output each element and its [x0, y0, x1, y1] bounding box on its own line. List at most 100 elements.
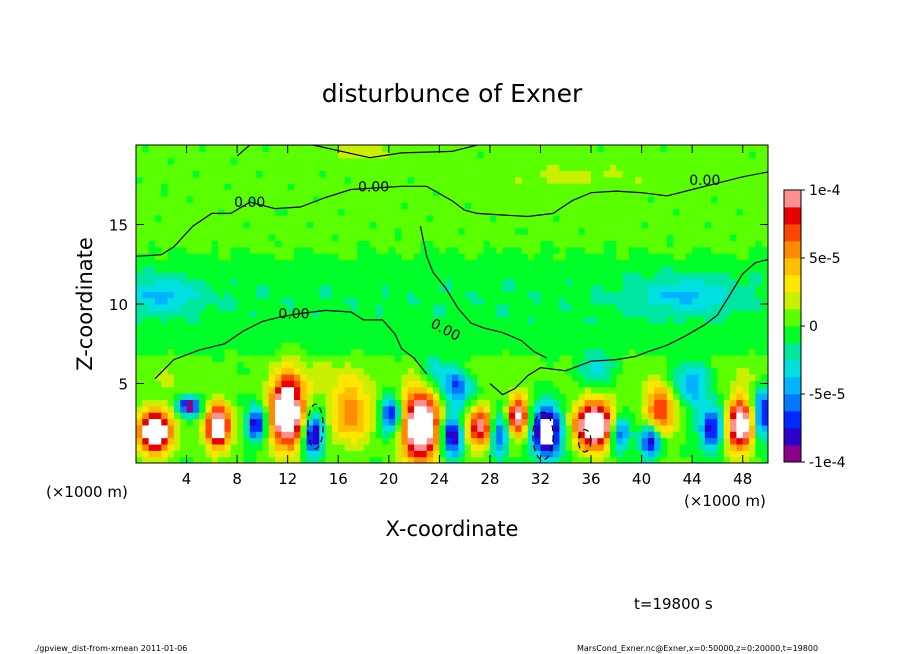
heatmap-cell: [654, 221, 662, 229]
heatmap-cell: [572, 418, 579, 426]
heatmap-cell: [458, 342, 466, 350]
heatmap-cell: [622, 399, 630, 407]
heatmap-cell: [445, 323, 453, 331]
heatmap-cell: [584, 278, 592, 286]
heatmap-cell: [136, 157, 143, 165]
heatmap-cell: [180, 361, 188, 369]
heatmap-cell: [331, 272, 339, 280]
heatmap-cell: [186, 386, 194, 394]
heatmap-cell: [401, 253, 409, 261]
heatmap-cell: [211, 418, 219, 426]
heatmap-cell: [211, 399, 219, 407]
heatmap-cell: [559, 418, 567, 426]
heatmap-cell: [211, 265, 219, 273]
heatmap-cell: [350, 323, 358, 331]
heatmap-cell: [306, 323, 314, 331]
heatmap-cell: [344, 227, 352, 235]
heatmap-cell: [749, 329, 756, 337]
heatmap-cell: [603, 145, 611, 152]
heatmap-cell: [704, 176, 712, 184]
heatmap-cell: [591, 335, 598, 343]
heatmap-cell: [470, 399, 478, 407]
heatmap-cell: [464, 246, 472, 254]
heatmap-cell: [685, 443, 693, 451]
heatmap-cell: [489, 393, 497, 400]
heatmap-cell: [407, 405, 415, 413]
heatmap-cell: [452, 176, 459, 184]
heatmap-cell: [338, 176, 346, 184]
heatmap-cell: [300, 253, 308, 261]
heatmap-cell: [489, 361, 497, 369]
heatmap-cell: [610, 183, 617, 191]
heatmap-cell: [319, 157, 327, 165]
heatmap-cell: [294, 278, 301, 286]
heatmap-cell: [553, 418, 561, 426]
heatmap-cell: [622, 418, 630, 426]
heatmap-cell: [439, 240, 447, 248]
heatmap-cell: [641, 412, 649, 420]
heatmap-cell: [723, 386, 731, 394]
heatmap-cell: [401, 265, 409, 273]
heatmap-cell: [249, 354, 257, 362]
heatmap-cell: [268, 234, 276, 241]
heatmap-cell: [395, 195, 403, 203]
heatmap-cell: [515, 164, 523, 172]
heatmap-cell: [262, 412, 270, 420]
heatmap-cell: [199, 424, 207, 432]
heatmap-cell: [673, 234, 681, 241]
heatmap-cell: [167, 380, 175, 388]
heatmap-cell: [515, 418, 523, 426]
heatmap-cell: [730, 176, 737, 184]
heatmap-cell: [698, 246, 706, 254]
heatmap-cell: [325, 284, 333, 292]
heatmap-cell: [350, 170, 358, 178]
heatmap-cell: [369, 393, 377, 400]
heatmap-cell: [180, 424, 188, 432]
heatmap-cell: [515, 272, 523, 280]
heatmap-cell: [205, 259, 213, 267]
heatmap-cell: [597, 361, 605, 369]
heatmap-cell: [603, 380, 611, 388]
heatmap-cell: [350, 373, 358, 381]
heatmap-cell: [496, 393, 504, 400]
heatmap-cell: [136, 399, 143, 407]
heatmap-cell: [205, 367, 213, 375]
heatmap-cell: [584, 380, 592, 388]
heatmap-cell: [319, 259, 327, 267]
heatmap-cell: [584, 151, 592, 159]
heatmap-cell: [515, 380, 523, 388]
heatmap-cell: [477, 151, 485, 159]
heatmap-cell: [483, 450, 491, 458]
heatmap-cell: [230, 316, 238, 324]
heatmap-cell: [344, 291, 352, 299]
heatmap-cell: [136, 361, 143, 369]
heatmap-cell: [502, 234, 510, 241]
heatmap-cell: [300, 386, 308, 394]
heatmap-cell: [287, 456, 295, 463]
heatmap-cell: [287, 189, 295, 197]
heatmap-cell: [407, 348, 415, 356]
heatmap-cell: [628, 342, 636, 350]
heatmap-cell: [736, 386, 744, 394]
heatmap-cell: [654, 164, 662, 172]
heatmap-cell: [730, 195, 737, 203]
heatmap-cell: [572, 342, 579, 350]
heatmap-cell: [635, 164, 643, 172]
heatmap-cell: [249, 373, 257, 381]
heatmap-cell: [679, 208, 687, 216]
heatmap-cell: [369, 399, 377, 407]
heatmap-cell: [464, 373, 472, 381]
heatmap-cell: [287, 183, 295, 191]
heatmap-cell: [521, 335, 529, 343]
heatmap-cell: [692, 145, 700, 152]
heatmap-cell: [610, 323, 617, 331]
heatmap-cell: [628, 176, 636, 184]
heatmap-cell: [224, 265, 232, 273]
heatmap-cell: [489, 418, 497, 426]
heatmap-cell: [237, 304, 245, 311]
heatmap-cell: [572, 456, 579, 463]
heatmap-cell: [578, 399, 586, 407]
heatmap-cell: [224, 310, 232, 318]
heatmap-cell: [445, 361, 453, 369]
heatmap-cell: [527, 170, 535, 178]
